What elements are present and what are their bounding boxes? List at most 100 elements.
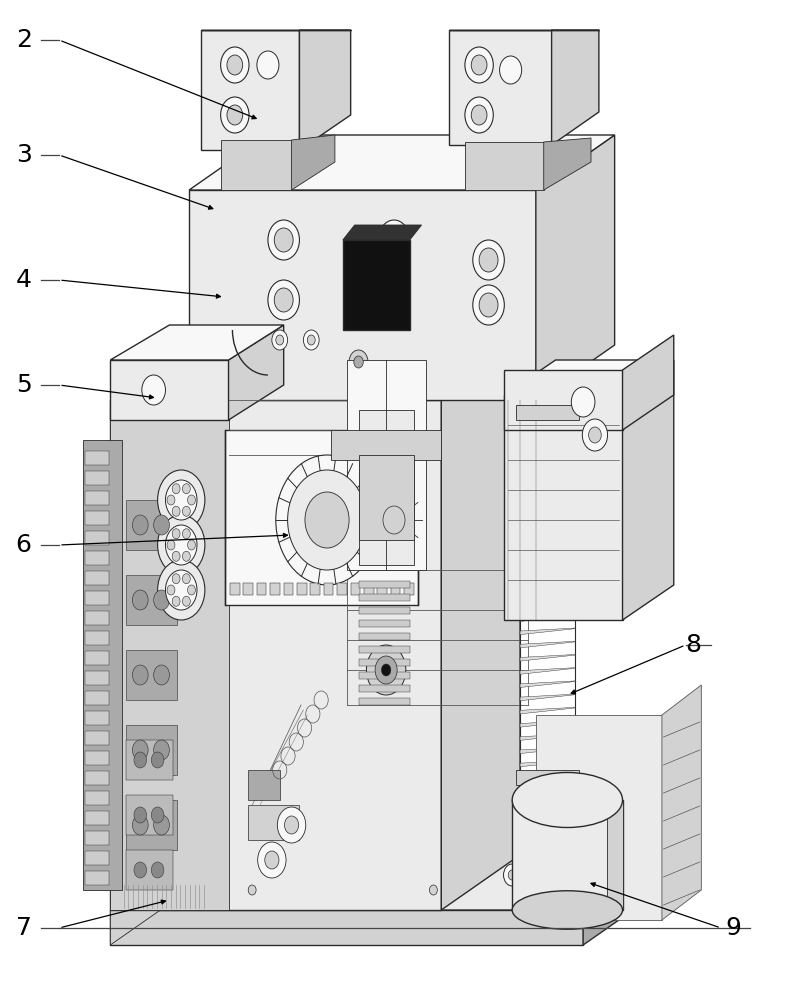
- Polygon shape: [520, 721, 575, 727]
- Circle shape: [227, 55, 243, 75]
- Polygon shape: [85, 851, 109, 865]
- Polygon shape: [126, 740, 173, 780]
- Polygon shape: [520, 681, 575, 688]
- Polygon shape: [520, 707, 575, 714]
- Circle shape: [154, 815, 169, 835]
- Polygon shape: [520, 654, 575, 661]
- Polygon shape: [331, 430, 441, 460]
- Polygon shape: [126, 795, 173, 835]
- Circle shape: [465, 97, 493, 133]
- Polygon shape: [85, 531, 109, 545]
- Polygon shape: [225, 430, 418, 605]
- Polygon shape: [607, 800, 623, 910]
- Circle shape: [167, 540, 175, 550]
- Circle shape: [272, 330, 288, 350]
- Polygon shape: [404, 583, 414, 595]
- Circle shape: [425, 879, 442, 901]
- Circle shape: [132, 590, 148, 610]
- Circle shape: [257, 51, 279, 79]
- Circle shape: [504, 864, 521, 886]
- Polygon shape: [504, 370, 623, 430]
- Circle shape: [188, 495, 195, 505]
- Circle shape: [276, 335, 284, 345]
- Circle shape: [134, 862, 147, 878]
- Circle shape: [354, 356, 363, 368]
- Circle shape: [132, 740, 148, 760]
- Polygon shape: [552, 30, 599, 145]
- Polygon shape: [520, 773, 575, 780]
- Circle shape: [183, 529, 191, 539]
- Polygon shape: [520, 443, 575, 450]
- Polygon shape: [248, 770, 280, 800]
- Polygon shape: [324, 583, 333, 595]
- Circle shape: [132, 815, 148, 835]
- Circle shape: [172, 529, 180, 539]
- Polygon shape: [85, 751, 109, 765]
- Polygon shape: [229, 325, 284, 420]
- Circle shape: [274, 228, 293, 252]
- Circle shape: [429, 885, 437, 895]
- Circle shape: [559, 871, 576, 893]
- Polygon shape: [359, 620, 410, 627]
- Circle shape: [383, 506, 405, 534]
- Polygon shape: [512, 800, 623, 910]
- Polygon shape: [110, 855, 189, 945]
- Polygon shape: [520, 628, 575, 635]
- Polygon shape: [359, 581, 410, 588]
- Polygon shape: [441, 340, 520, 910]
- Text: 9: 9: [725, 916, 741, 940]
- Polygon shape: [284, 583, 293, 595]
- Polygon shape: [520, 641, 575, 648]
- Polygon shape: [520, 602, 575, 608]
- Circle shape: [165, 525, 197, 565]
- Circle shape: [154, 740, 169, 760]
- Polygon shape: [504, 360, 674, 395]
- Circle shape: [167, 495, 175, 505]
- Polygon shape: [343, 240, 410, 330]
- Polygon shape: [520, 562, 575, 569]
- Polygon shape: [83, 440, 122, 890]
- Polygon shape: [230, 583, 240, 595]
- Polygon shape: [359, 607, 410, 614]
- Circle shape: [284, 816, 299, 834]
- Polygon shape: [520, 536, 575, 542]
- Circle shape: [307, 335, 315, 345]
- Circle shape: [188, 540, 195, 550]
- Circle shape: [132, 665, 148, 685]
- Circle shape: [142, 375, 165, 405]
- Circle shape: [167, 585, 175, 595]
- Circle shape: [258, 842, 286, 878]
- Polygon shape: [270, 583, 280, 595]
- Circle shape: [154, 515, 169, 535]
- Polygon shape: [359, 659, 410, 666]
- Circle shape: [378, 280, 410, 320]
- Polygon shape: [520, 694, 575, 701]
- Polygon shape: [110, 340, 520, 400]
- Circle shape: [268, 220, 299, 260]
- Polygon shape: [359, 646, 410, 653]
- Circle shape: [134, 752, 147, 768]
- Polygon shape: [391, 583, 400, 595]
- Circle shape: [582, 419, 608, 451]
- Circle shape: [172, 484, 180, 494]
- Circle shape: [288, 470, 366, 570]
- Polygon shape: [520, 747, 575, 754]
- Circle shape: [188, 585, 195, 595]
- Polygon shape: [126, 500, 177, 550]
- Polygon shape: [110, 855, 662, 910]
- Polygon shape: [85, 611, 109, 625]
- Circle shape: [303, 330, 319, 350]
- Polygon shape: [364, 583, 374, 595]
- Polygon shape: [377, 583, 387, 595]
- Polygon shape: [85, 731, 109, 745]
- Polygon shape: [85, 811, 109, 825]
- Polygon shape: [297, 583, 307, 595]
- Polygon shape: [85, 491, 109, 505]
- Polygon shape: [110, 360, 229, 420]
- Polygon shape: [520, 549, 575, 555]
- Polygon shape: [110, 400, 441, 910]
- Polygon shape: [299, 30, 351, 150]
- Circle shape: [375, 656, 397, 684]
- Circle shape: [158, 470, 205, 530]
- Polygon shape: [623, 335, 674, 430]
